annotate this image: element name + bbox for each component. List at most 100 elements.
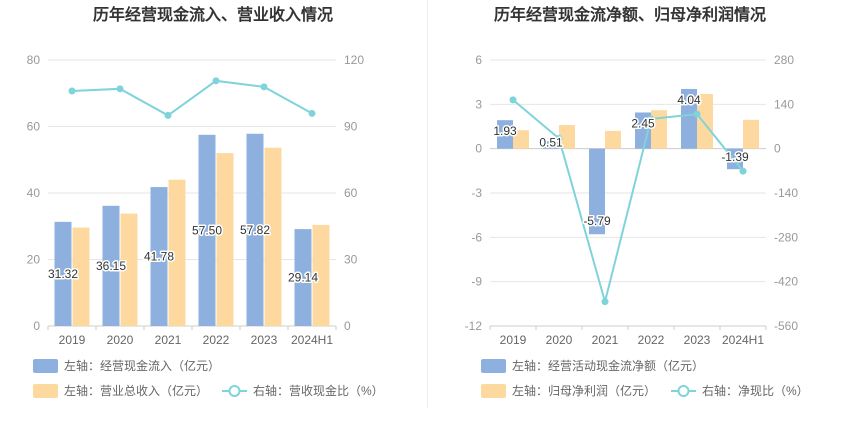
line-point[interactable] bbox=[164, 111, 172, 119]
bar-data-label: 57.50 bbox=[192, 223, 222, 237]
bar-primary[interactable] bbox=[681, 88, 697, 149]
bar-secondary[interactable] bbox=[651, 110, 667, 149]
line-point[interactable] bbox=[308, 109, 316, 117]
x-axis-tick-label: 2024H1 bbox=[722, 333, 764, 347]
bar-secondary[interactable] bbox=[168, 179, 186, 326]
legend-label: 右轴：营收现金比（%） bbox=[253, 383, 384, 398]
bar-data-label: -5.79 bbox=[583, 214, 611, 228]
bar-primary[interactable] bbox=[294, 229, 312, 326]
legend-item[interactable]: 右轴：营收现金比（%） bbox=[222, 383, 384, 398]
bar-secondary[interactable] bbox=[72, 227, 90, 326]
x-axis-tick-label: 2020 bbox=[107, 333, 134, 347]
line-point[interactable] bbox=[647, 115, 655, 123]
legend-swatch bbox=[481, 359, 506, 373]
bar-secondary[interactable] bbox=[216, 153, 234, 326]
bar-secondary[interactable] bbox=[120, 213, 138, 326]
x-axis-tick-label: 2023 bbox=[251, 333, 278, 347]
line-point[interactable] bbox=[693, 110, 701, 118]
bar-secondary[interactable] bbox=[312, 224, 330, 326]
bar-secondary[interactable] bbox=[605, 130, 621, 149]
line-point[interactable] bbox=[509, 96, 517, 104]
x-axis-tick-label: 2023 bbox=[684, 333, 711, 347]
right-axis-tick-label: 140 bbox=[774, 97, 794, 111]
x-axis-tick-label: 2021 bbox=[592, 333, 619, 347]
right-axis-tick-label: -280 bbox=[774, 230, 798, 244]
line-series bbox=[71, 79, 313, 117]
bar-primary[interactable] bbox=[150, 187, 168, 326]
bar-primary[interactable] bbox=[497, 120, 513, 149]
legend-label: 左轴：经营现金流入（亿元） bbox=[64, 358, 220, 373]
line-point[interactable] bbox=[260, 83, 268, 91]
legend-label: 左轴：归母净利润（亿元） bbox=[512, 383, 656, 398]
line-series bbox=[512, 99, 744, 306]
right-axis-tick-label: -560 bbox=[774, 319, 798, 333]
legend-line-marker bbox=[677, 385, 690, 397]
legend-item[interactable]: 右轴：净现比（%） bbox=[671, 383, 809, 398]
bar-data-label: 4.04 bbox=[677, 93, 701, 107]
bar-data-label: 0.51 bbox=[539, 136, 563, 150]
bar-primary[interactable] bbox=[589, 148, 605, 235]
x-axis-tick-label: 2019 bbox=[59, 333, 86, 347]
bar-data-label: 41.78 bbox=[144, 250, 174, 264]
line-point[interactable] bbox=[555, 135, 563, 143]
legend-item[interactable]: 左轴：营业总收入（亿元） bbox=[33, 383, 208, 398]
bar-data-label: 36.15 bbox=[96, 259, 126, 273]
chart-title: 历年经营现金流净额、归母净利润情况 bbox=[494, 5, 766, 24]
left-axis-tick-label: -12 bbox=[465, 319, 483, 333]
line-point[interactable] bbox=[68, 87, 76, 95]
bar-data-label: 1.93 bbox=[493, 124, 517, 138]
bar-secondary[interactable] bbox=[513, 130, 529, 149]
left-axis-tick-label: 0 bbox=[33, 319, 40, 333]
legend-item[interactable]: 左轴：经营现金流入（亿元） bbox=[33, 358, 220, 373]
bar-secondary[interactable] bbox=[264, 147, 282, 326]
right-axis-tick-label: 0 bbox=[774, 142, 781, 156]
bar-primary[interactable] bbox=[246, 133, 264, 326]
left-axis-tick-label: 20 bbox=[27, 253, 41, 267]
chart-title: 历年经营现金流入、营业收入情况 bbox=[93, 5, 333, 24]
panel-divider bbox=[427, 0, 428, 408]
legend-item[interactable]: 左轴：经营活动现金流净额（亿元） bbox=[481, 358, 704, 373]
right-axis-tick-label: 90 bbox=[344, 120, 358, 134]
chart-2: 历年经营现金流净额、归母净利润情况 6 3 0 -3 -6 -9 -12 280 140 0 -140… bbox=[465, 5, 809, 398]
left-axis-tick-label: -9 bbox=[471, 275, 482, 289]
legend-item[interactable]: 左轴：归母净利润（亿元） bbox=[481, 383, 656, 398]
left-axis-tick-label: 6 bbox=[475, 53, 482, 67]
left-axis-tick-label: -3 bbox=[471, 186, 482, 200]
bar-secondary[interactable] bbox=[697, 93, 713, 149]
right-axis-tick-label: 30 bbox=[344, 253, 358, 267]
legend-line-marker bbox=[228, 385, 241, 397]
legend-swatch bbox=[33, 384, 58, 398]
bar-primary[interactable] bbox=[198, 134, 216, 326]
line-point[interactable] bbox=[601, 298, 609, 306]
bar-data-label: 2.45 bbox=[631, 116, 655, 130]
x-axis-tick-label: 2019 bbox=[500, 333, 527, 347]
bar-data-label: 29.14 bbox=[288, 271, 318, 285]
x-axis-tick-label: 2021 bbox=[155, 333, 182, 347]
legend-label: 右轴：净现比（%） bbox=[702, 383, 809, 398]
legend-label: 左轴：经营活动现金流净额（亿元） bbox=[512, 358, 704, 373]
bar-primary[interactable] bbox=[102, 205, 120, 326]
legend-swatch bbox=[481, 384, 506, 398]
right-axis-tick-label: 120 bbox=[344, 53, 364, 67]
right-axis-tick-label: -420 bbox=[774, 275, 798, 289]
bar-secondary[interactable] bbox=[743, 119, 759, 149]
right-axis-tick-label: 0 bbox=[344, 319, 351, 333]
bar-primary[interactable] bbox=[543, 141, 559, 149]
bar-data-label: -1.39 bbox=[721, 150, 749, 164]
right-axis-tick-label: 280 bbox=[774, 53, 794, 67]
bar-primary[interactable] bbox=[727, 148, 743, 170]
bar-data-label: 31.32 bbox=[48, 267, 78, 281]
line-point[interactable] bbox=[212, 77, 220, 85]
line-point[interactable] bbox=[116, 85, 124, 93]
line-point[interactable] bbox=[739, 167, 747, 175]
left-axis-tick-label: 80 bbox=[27, 53, 41, 67]
bar-primary[interactable] bbox=[635, 112, 651, 149]
bar-primary[interactable] bbox=[54, 221, 72, 326]
bar-secondary[interactable] bbox=[559, 125, 575, 149]
right-axis-tick-label: -140 bbox=[774, 186, 798, 200]
bar-data-label: 57.82 bbox=[240, 223, 270, 237]
left-axis-tick-label: -6 bbox=[471, 230, 482, 244]
x-axis-tick-label: 2022 bbox=[638, 333, 665, 347]
